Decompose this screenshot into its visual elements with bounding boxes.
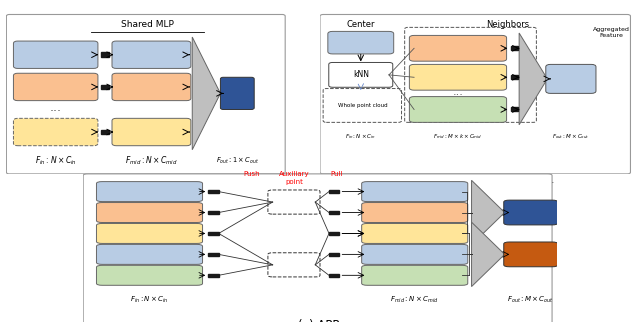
Text: $F_{in}: N\times C_{in}$: $F_{in}: N\times C_{in}$ [130, 294, 169, 305]
FancyBboxPatch shape [404, 27, 536, 122]
FancyBboxPatch shape [320, 14, 630, 174]
Polygon shape [519, 33, 547, 125]
FancyBboxPatch shape [329, 62, 393, 87]
Text: $F_{in}: N\times C_{in}$: $F_{in}: N\times C_{in}$ [346, 132, 376, 141]
Text: Whole point cloud: Whole point cloud [337, 103, 387, 108]
Text: point: point [285, 179, 303, 185]
FancyBboxPatch shape [268, 190, 320, 214]
Text: ...: ... [452, 87, 463, 97]
FancyBboxPatch shape [504, 242, 557, 267]
FancyBboxPatch shape [220, 77, 254, 109]
FancyBboxPatch shape [362, 203, 468, 223]
FancyBboxPatch shape [410, 35, 507, 61]
FancyBboxPatch shape [13, 73, 98, 100]
FancyBboxPatch shape [13, 41, 98, 69]
Text: $F_{mid}: M\times k\times C_{mid}$: $F_{mid}: M\times k\times C_{mid}$ [433, 132, 483, 141]
FancyBboxPatch shape [97, 203, 202, 223]
Text: (b) Classic local aggregator.: (b) Classic local aggregator. [399, 175, 554, 185]
Text: Neighbors: Neighbors [486, 20, 530, 29]
FancyBboxPatch shape [362, 223, 468, 243]
Text: ...: ... [50, 101, 61, 114]
Text: Shared MLP: Shared MLP [121, 20, 173, 29]
FancyBboxPatch shape [323, 89, 401, 122]
Polygon shape [192, 37, 220, 150]
Bar [208, 211, 219, 214]
FancyBboxPatch shape [97, 265, 202, 285]
Bar [511, 108, 518, 111]
Bar [208, 252, 219, 256]
FancyBboxPatch shape [410, 97, 507, 122]
FancyBboxPatch shape [112, 118, 191, 146]
Text: (a) PointNet.: (a) PointNet. [112, 175, 182, 185]
FancyBboxPatch shape [504, 200, 557, 225]
FancyBboxPatch shape [112, 73, 191, 100]
Bar [208, 274, 219, 277]
Bar [329, 274, 339, 277]
Bar [511, 46, 518, 50]
Bar [101, 85, 109, 89]
FancyBboxPatch shape [546, 64, 596, 93]
FancyBboxPatch shape [97, 182, 202, 202]
FancyBboxPatch shape [410, 64, 507, 90]
Bar [101, 130, 109, 134]
Bar [329, 211, 339, 214]
Bar [329, 190, 339, 193]
FancyBboxPatch shape [362, 265, 468, 285]
Text: (c) APP.: (c) APP. [298, 319, 342, 322]
Text: $F_{in}: N\times C_{in}$: $F_{in}: N\times C_{in}$ [35, 155, 77, 167]
FancyBboxPatch shape [97, 223, 202, 243]
Text: Push: Push [243, 171, 260, 177]
Polygon shape [472, 222, 505, 287]
Bar [329, 232, 339, 235]
FancyBboxPatch shape [97, 244, 202, 264]
Text: $F_{out}: 1\times C_{out}$: $F_{out}: 1\times C_{out}$ [216, 156, 259, 166]
Polygon shape [472, 180, 505, 245]
Text: kNN: kNN [353, 71, 369, 79]
FancyBboxPatch shape [328, 32, 394, 54]
FancyBboxPatch shape [268, 253, 320, 277]
Bar [101, 52, 109, 57]
Bar [208, 232, 219, 235]
Text: Pull: Pull [330, 171, 343, 177]
Text: Auxiliary: Auxiliary [278, 171, 309, 177]
FancyBboxPatch shape [362, 182, 468, 202]
Text: $F_{mid}: N\times C_{mid}$: $F_{mid}: N\times C_{mid}$ [390, 294, 439, 305]
Text: $F_{out}: M\times C_{out}$: $F_{out}: M\times C_{out}$ [552, 132, 589, 141]
Bar [208, 190, 219, 193]
FancyBboxPatch shape [6, 14, 285, 174]
Text: $F_{out}: M\times C_{out}$: $F_{out}: M\times C_{out}$ [508, 294, 554, 305]
Bar [329, 252, 339, 256]
Text: Aggregated Feature: Aggregated Feature [593, 27, 630, 38]
FancyBboxPatch shape [83, 174, 552, 322]
FancyBboxPatch shape [13, 118, 98, 146]
Bar [511, 75, 518, 79]
FancyBboxPatch shape [112, 41, 191, 69]
Text: $F_{mid}: N\times C_{mid}$: $F_{mid}: N\times C_{mid}$ [125, 155, 178, 167]
Text: Center: Center [346, 20, 375, 29]
FancyBboxPatch shape [362, 244, 468, 264]
